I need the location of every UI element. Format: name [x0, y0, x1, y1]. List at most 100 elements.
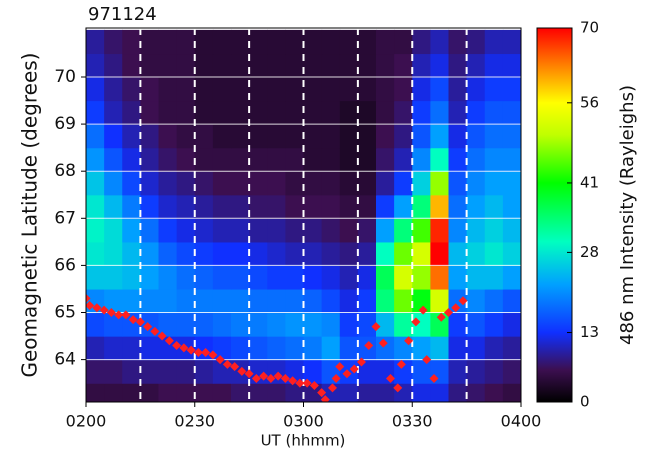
scatter-point: [143, 322, 153, 332]
heat-cell: [86, 100, 105, 125]
scatter-point: [179, 343, 189, 353]
heat-cell: [104, 100, 123, 125]
heat-cell: [194, 288, 214, 314]
heat-cell: [394, 312, 413, 337]
heat-cell: [267, 53, 286, 78]
heat-cell: [303, 29, 323, 55]
heat-cell: [194, 124, 214, 149]
heat-cell: [86, 76, 105, 102]
heat-cell: [502, 29, 521, 55]
heat-cell: [176, 171, 196, 196]
scatter-point: [386, 373, 395, 383]
heat-cell: [140, 265, 160, 290]
y-tick-label: 68: [54, 161, 76, 181]
heat-cell: [158, 53, 178, 78]
heat-cell: [303, 100, 323, 125]
heat-cell: [122, 76, 141, 102]
heat-cell: [122, 171, 141, 196]
scatter-point: [128, 315, 138, 325]
heat-cell: [86, 383, 105, 402]
heat-cell: [430, 171, 450, 196]
heat-cell: [140, 359, 160, 384]
heat-cell: [176, 359, 196, 384]
heat-cell: [448, 265, 468, 290]
heat-cell: [249, 147, 268, 172]
heat-cell: [502, 171, 521, 196]
plot-overlay: [86, 28, 521, 402]
heat-cell: [267, 288, 286, 314]
scatter-point: [288, 376, 298, 386]
heat-cell: [321, 218, 341, 243]
scatter-point: [86, 300, 95, 310]
heat-cell: [484, 359, 504, 384]
colorbar-label: 486 nm Intensity (Rayleighs): [617, 85, 638, 345]
heat-cell: [412, 218, 431, 243]
heat-cell: [122, 383, 141, 402]
scatter-point: [295, 378, 305, 388]
scatter-point: [393, 383, 403, 393]
x-tick-label: 0400: [501, 412, 542, 431]
heat-cell: [285, 53, 305, 78]
heat-cell: [140, 383, 160, 402]
heat-cell: [502, 359, 521, 384]
heat-cell: [194, 147, 214, 172]
heat-cell: [466, 383, 486, 402]
heat-cell: [176, 124, 196, 149]
heat-cell: [430, 265, 450, 290]
heat-cell: [104, 265, 123, 290]
heat-cell: [231, 147, 250, 172]
heat-cell: [412, 29, 431, 55]
heat-cell: [212, 312, 232, 337]
heat-cell: [466, 100, 486, 125]
heat-cell: [321, 29, 341, 55]
heat-cell: [231, 100, 250, 125]
heat-cell: [267, 336, 286, 361]
heat-cell: [321, 76, 341, 102]
scatter-point: [215, 355, 225, 365]
heat-cell: [430, 241, 450, 267]
colorbar-tick-label: 13: [580, 323, 599, 341]
heat-cell: [231, 124, 250, 149]
heat-cell: [158, 218, 178, 243]
heat-cell: [357, 29, 377, 55]
heat-cell: [303, 53, 323, 78]
heat-cell: [231, 265, 250, 290]
heat-cell: [104, 194, 123, 219]
scatter-point: [135, 317, 145, 327]
heat-cell: [376, 100, 395, 125]
heat-cell: [122, 29, 141, 55]
heat-cell: [394, 265, 413, 290]
colorbar-tick-label: 0: [580, 393, 590, 411]
scatter-point: [164, 336, 174, 346]
heat-cell: [357, 383, 377, 402]
heat-cell: [231, 336, 250, 361]
heat-cell: [412, 147, 431, 172]
heat-cell: [194, 194, 214, 219]
heat-cell: [376, 29, 395, 55]
heat-cell: [394, 29, 413, 55]
heat-cell: [448, 241, 468, 267]
heat-cell: [212, 147, 232, 172]
heat-cell: [140, 194, 160, 219]
heat-cell: [430, 288, 450, 314]
heat-cell: [140, 76, 160, 102]
scatter-point: [357, 357, 366, 367]
heat-cell: [231, 288, 250, 314]
heat-cell: [285, 265, 305, 290]
heat-cell: [231, 241, 250, 267]
heat-cell: [86, 194, 105, 219]
heat-cell: [249, 312, 268, 337]
heat-cell: [212, 336, 232, 361]
heat-cell: [394, 147, 413, 172]
heat-cell: [376, 53, 395, 78]
heat-cell: [303, 76, 323, 102]
scatter-point: [208, 350, 218, 360]
heat-cell: [231, 312, 250, 337]
heat-cell: [502, 194, 521, 219]
heat-cell: [122, 53, 141, 78]
heat-cell: [212, 100, 232, 125]
heat-cell: [249, 218, 268, 243]
heat-cell: [394, 76, 413, 102]
heat-cell: [484, 265, 504, 290]
heat-cell: [104, 288, 123, 314]
